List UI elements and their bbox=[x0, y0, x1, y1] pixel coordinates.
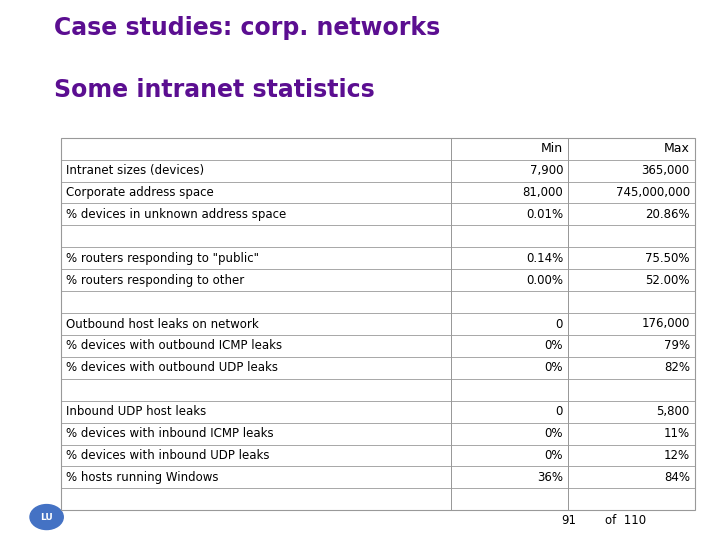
Text: 91: 91 bbox=[562, 514, 577, 526]
Text: 36%: 36% bbox=[537, 471, 563, 484]
Text: 176,000: 176,000 bbox=[642, 318, 690, 330]
Text: % devices with outbound UDP leaks: % devices with outbound UDP leaks bbox=[66, 361, 278, 374]
Text: 75.50%: 75.50% bbox=[645, 252, 690, 265]
Text: 0%: 0% bbox=[544, 361, 563, 374]
Text: of  110: of 110 bbox=[605, 514, 646, 526]
Text: 0%: 0% bbox=[544, 340, 563, 353]
Text: % devices with inbound ICMP leaks: % devices with inbound ICMP leaks bbox=[66, 427, 274, 440]
Text: Intranet sizes (devices): Intranet sizes (devices) bbox=[66, 164, 204, 177]
Text: 0: 0 bbox=[556, 405, 563, 418]
Text: 82%: 82% bbox=[664, 361, 690, 374]
Text: 365,000: 365,000 bbox=[642, 164, 690, 177]
Text: % devices with inbound UDP leaks: % devices with inbound UDP leaks bbox=[66, 449, 270, 462]
Text: Min: Min bbox=[541, 142, 563, 155]
Text: Some intranet statistics: Some intranet statistics bbox=[54, 78, 374, 102]
Text: 0: 0 bbox=[556, 318, 563, 330]
Text: % devices in unknown address space: % devices in unknown address space bbox=[66, 208, 287, 221]
Text: Max: Max bbox=[664, 142, 690, 155]
Text: 0.01%: 0.01% bbox=[526, 208, 563, 221]
Text: 7,900: 7,900 bbox=[529, 164, 563, 177]
Text: 0.00%: 0.00% bbox=[526, 274, 563, 287]
Text: 52.00%: 52.00% bbox=[645, 274, 690, 287]
Text: Inbound UDP host leaks: Inbound UDP host leaks bbox=[66, 405, 207, 418]
Text: 745,000,000: 745,000,000 bbox=[616, 186, 690, 199]
Text: 12%: 12% bbox=[664, 449, 690, 462]
Text: % routers responding to other: % routers responding to other bbox=[66, 274, 245, 287]
Text: 11%: 11% bbox=[664, 427, 690, 440]
Text: 0.14%: 0.14% bbox=[526, 252, 563, 265]
Text: 81,000: 81,000 bbox=[522, 186, 563, 199]
Text: Case studies: corp. networks: Case studies: corp. networks bbox=[54, 16, 440, 40]
Text: % devices with outbound ICMP leaks: % devices with outbound ICMP leaks bbox=[66, 340, 282, 353]
Text: 0%: 0% bbox=[544, 427, 563, 440]
Text: % routers responding to "public": % routers responding to "public" bbox=[66, 252, 259, 265]
Circle shape bbox=[30, 504, 63, 530]
Text: 5,800: 5,800 bbox=[657, 405, 690, 418]
Text: 84%: 84% bbox=[664, 471, 690, 484]
Text: 0%: 0% bbox=[544, 449, 563, 462]
Text: LU: LU bbox=[40, 512, 53, 522]
Text: Outbound host leaks on network: Outbound host leaks on network bbox=[66, 318, 259, 330]
Text: % hosts running Windows: % hosts running Windows bbox=[66, 471, 219, 484]
Text: Corporate address space: Corporate address space bbox=[66, 186, 214, 199]
Text: 79%: 79% bbox=[664, 340, 690, 353]
Text: 20.86%: 20.86% bbox=[645, 208, 690, 221]
